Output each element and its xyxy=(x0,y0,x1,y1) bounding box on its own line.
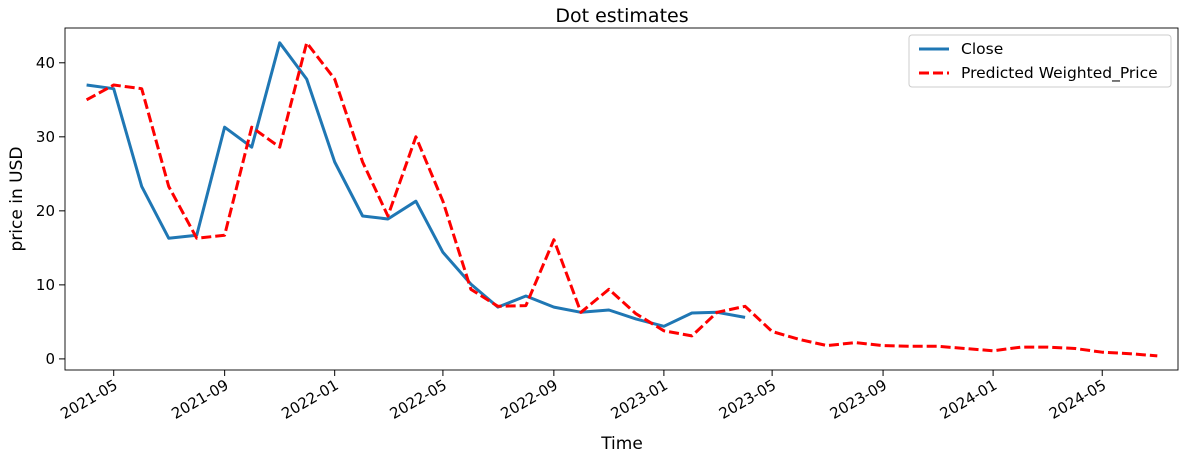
x-tick-label: 2021-05 xyxy=(57,376,120,423)
series-line-0 xyxy=(86,41,746,328)
x-tick-label: 2022-09 xyxy=(498,376,561,423)
y-tick-label: 10 xyxy=(36,276,55,294)
legend-label-predicted: Predicted Weighted_Price xyxy=(961,64,1158,83)
y-tick-label: 20 xyxy=(36,202,55,220)
legend: Close Predicted Weighted_Price xyxy=(908,34,1172,88)
y-axis-label: price in USD xyxy=(7,147,27,252)
x-tick-label: 2024-01 xyxy=(937,376,1000,423)
chart-title: Dot estimates xyxy=(555,5,688,27)
series-line-1 xyxy=(85,41,1158,358)
legend-label-close: Close xyxy=(961,40,1003,58)
y-tick-label: 0 xyxy=(45,350,55,368)
x-tick-label: 2023-01 xyxy=(608,376,671,423)
y-axis: 0 10 20 30 40 xyxy=(36,54,65,368)
x-tick-label: 2023-09 xyxy=(827,376,890,423)
x-tick-label: 2022-05 xyxy=(387,376,450,423)
legend-box xyxy=(908,34,1172,88)
plot-frame xyxy=(64,27,1179,371)
series-layer xyxy=(85,41,1158,358)
x-tick-label: 2022-01 xyxy=(278,376,341,423)
x-axis: 2021-05 2021-09 2022-01 2022-05 2022-09 2023-… xyxy=(57,370,1109,423)
x-tick-label: 2024-05 xyxy=(1046,376,1109,423)
y-tick-label: 30 xyxy=(36,128,55,146)
x-tick-label: 2023-05 xyxy=(716,376,779,423)
y-tick-label: 40 xyxy=(36,54,55,72)
x-tick-label: 2021-09 xyxy=(168,376,231,423)
x-axis-label: Time xyxy=(600,434,643,454)
